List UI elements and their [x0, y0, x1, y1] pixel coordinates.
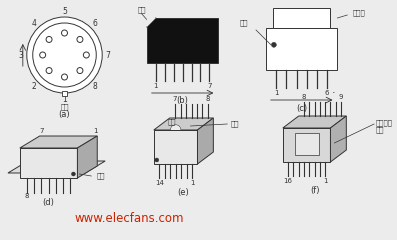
Text: 标记: 标记	[168, 119, 176, 125]
Text: 标记: 标记	[60, 104, 69, 110]
Text: 1: 1	[190, 180, 194, 186]
Text: 2: 2	[31, 82, 36, 91]
Text: 8: 8	[25, 193, 29, 199]
Bar	[273, 8, 330, 28]
Bar	[266, 28, 337, 70]
Text: 3: 3	[18, 50, 23, 60]
Circle shape	[40, 52, 46, 58]
Text: 凹坑: 凹坑	[240, 20, 249, 26]
Text: 散热板: 散热板	[353, 10, 366, 16]
Bar	[295, 133, 318, 155]
Text: (b): (b)	[177, 96, 189, 106]
Circle shape	[46, 36, 52, 42]
Circle shape	[62, 74, 67, 80]
Polygon shape	[197, 118, 213, 164]
Polygon shape	[77, 136, 97, 178]
Polygon shape	[283, 116, 346, 128]
Text: (f): (f)	[310, 186, 319, 194]
Text: 6: 6	[93, 19, 98, 28]
Text: (c): (c)	[296, 103, 307, 113]
Text: 1: 1	[323, 178, 328, 184]
Circle shape	[155, 158, 159, 162]
Bar	[283, 128, 330, 162]
Text: 16: 16	[283, 178, 293, 184]
Text: 8: 8	[302, 94, 306, 100]
Text: 8: 8	[93, 82, 98, 91]
Text: 8: 8	[206, 96, 210, 102]
Text: 7: 7	[39, 128, 44, 134]
Polygon shape	[154, 118, 213, 130]
Polygon shape	[330, 116, 346, 162]
Text: 金属封装
标记: 金属封装 标记	[376, 119, 393, 133]
Text: 9: 9	[339, 94, 343, 100]
Bar	[62, 91, 67, 96]
Text: 标记: 标记	[97, 173, 106, 179]
Text: 凹口: 凹口	[231, 121, 239, 127]
Wedge shape	[171, 125, 181, 130]
Circle shape	[77, 67, 83, 73]
Text: 7: 7	[207, 83, 212, 89]
Text: 1: 1	[93, 128, 98, 134]
Text: (a): (a)	[59, 110, 70, 120]
Text: 7: 7	[106, 50, 111, 60]
Text: 6: 6	[325, 90, 330, 96]
Polygon shape	[20, 148, 77, 178]
Circle shape	[71, 172, 75, 176]
Text: 1: 1	[62, 95, 67, 103]
Circle shape	[46, 67, 52, 73]
Text: 4: 4	[31, 19, 36, 28]
Polygon shape	[20, 136, 97, 148]
Text: 1: 1	[274, 90, 278, 96]
Circle shape	[297, 13, 306, 23]
Text: 7: 7	[173, 96, 177, 102]
Circle shape	[272, 42, 276, 47]
Circle shape	[83, 52, 89, 58]
Bar	[154, 130, 197, 164]
Bar	[147, 18, 218, 63]
Text: 5: 5	[62, 6, 67, 16]
Text: 14: 14	[155, 180, 164, 186]
Circle shape	[27, 17, 102, 93]
Text: (e): (e)	[178, 187, 189, 197]
Polygon shape	[147, 18, 156, 27]
Text: www.elecfans.com: www.elecfans.com	[74, 211, 184, 224]
Circle shape	[77, 36, 83, 42]
Polygon shape	[8, 161, 105, 173]
Text: 倒角: 倒角	[138, 7, 146, 13]
Circle shape	[62, 30, 67, 36]
Text: 1: 1	[154, 83, 158, 89]
Text: (d): (d)	[43, 198, 54, 208]
Text: .: .	[331, 85, 335, 95]
